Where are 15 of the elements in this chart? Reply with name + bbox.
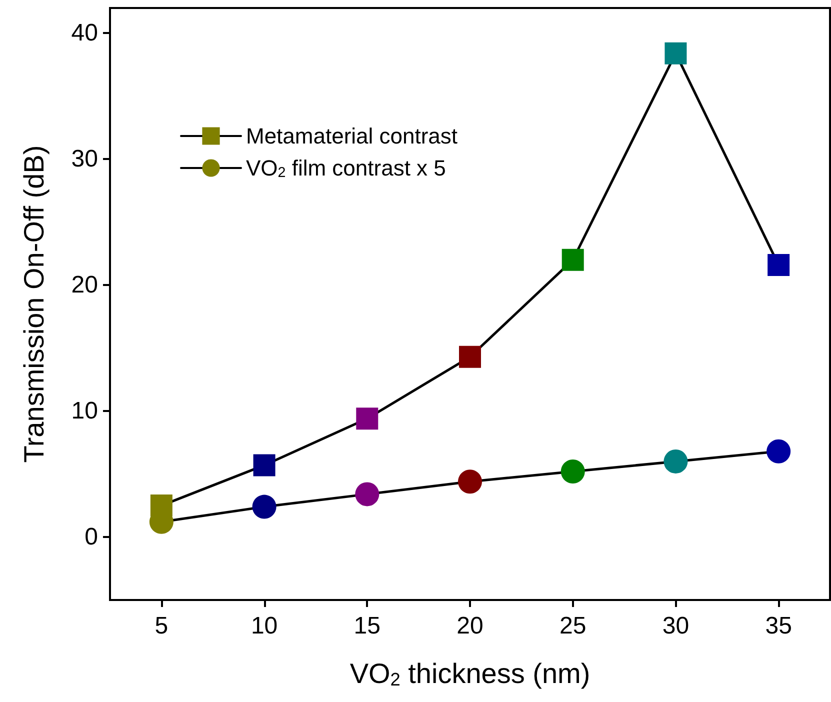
x-tick-label: 5 bbox=[154, 612, 168, 640]
legend-label: VO2 film contrast x 5 bbox=[246, 156, 446, 181]
legend-label: Metamaterial contrast bbox=[246, 124, 458, 148]
y-tick-label: 20 bbox=[71, 272, 98, 299]
x-tick-label: 35 bbox=[765, 612, 792, 640]
y-tick-label: 40 bbox=[71, 20, 98, 47]
y-tick-label: 30 bbox=[71, 146, 98, 173]
y-tick-label: 0 bbox=[84, 524, 98, 551]
x-tick-label: 10 bbox=[250, 612, 278, 640]
x-tick-label: 30 bbox=[662, 612, 690, 640]
y-axis-title: Transmission On-Off (dB) bbox=[18, 145, 50, 463]
x-tick-label: 15 bbox=[354, 612, 380, 640]
x-tick-label: 20 bbox=[456, 612, 484, 640]
y-tick-label: 10 bbox=[71, 398, 98, 425]
x-tick-label: 25 bbox=[560, 612, 586, 640]
